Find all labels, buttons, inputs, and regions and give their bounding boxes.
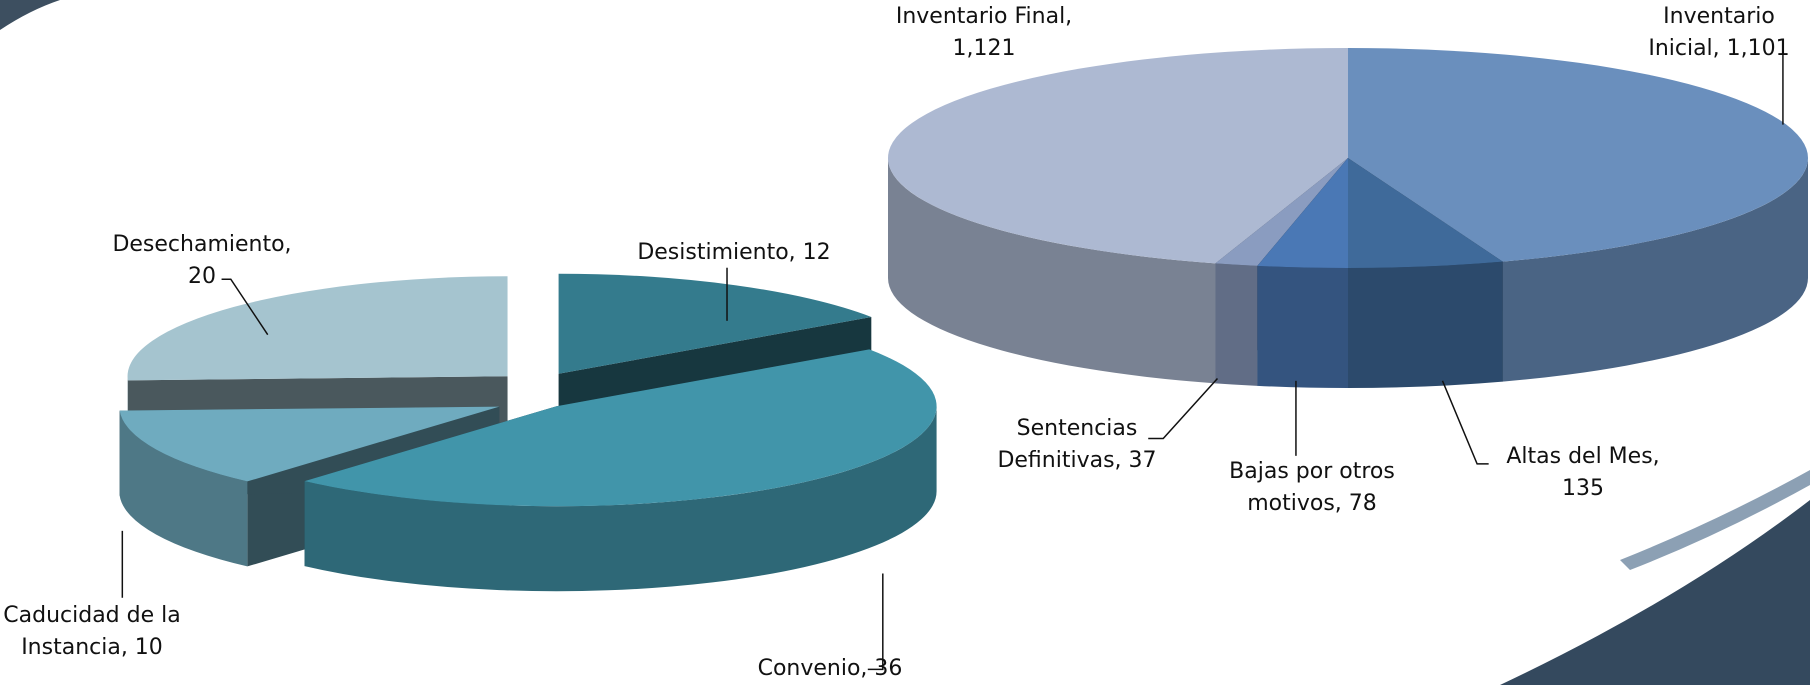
slice-face xyxy=(119,410,248,567)
slice-face xyxy=(1257,158,1348,268)
data-label: Bajas por otros xyxy=(1229,459,1395,484)
leader-line xyxy=(1441,380,1489,465)
data-label: Inventario Final, xyxy=(896,4,1072,29)
data-label: Definitivas, 37 xyxy=(997,448,1156,473)
data-label: Inventario xyxy=(1663,4,1775,29)
slice-face xyxy=(888,48,1348,264)
leader-line xyxy=(1148,378,1219,440)
slice-face xyxy=(304,406,937,592)
pie-slice xyxy=(304,349,937,592)
slice-face xyxy=(1348,48,1808,262)
data-label: Caducidad de la xyxy=(3,603,180,628)
leader-line xyxy=(867,573,884,671)
corner-decoration xyxy=(1500,500,1810,685)
slice-face xyxy=(119,406,500,482)
corner-decoration xyxy=(1620,470,1810,570)
slice-face xyxy=(1502,158,1808,382)
slice-face xyxy=(1215,263,1258,386)
data-label: Convenio, 36 xyxy=(758,656,903,681)
data-label: Instancia, 10 xyxy=(21,635,163,660)
data-label: 1,121 xyxy=(953,36,1016,61)
slice-face xyxy=(1257,265,1348,388)
slice-face xyxy=(558,273,872,374)
data-label: motivos, 78 xyxy=(1247,491,1377,516)
slice-face xyxy=(888,158,1216,384)
corner-decoration xyxy=(0,0,60,30)
data-label: Desechamiento, xyxy=(112,232,291,257)
slice-face xyxy=(304,349,937,507)
data-label: Desistimiento, 12 xyxy=(637,240,830,265)
pie-slice xyxy=(1348,158,1503,388)
slice-face xyxy=(1348,158,1503,268)
slice-face xyxy=(1215,158,1348,266)
data-label: 135 xyxy=(1562,476,1604,501)
pie-slice xyxy=(1257,158,1348,388)
leader-line xyxy=(221,278,269,336)
data-label: 20 xyxy=(188,264,216,289)
data-label: Sentencias xyxy=(1017,416,1138,441)
data-label: Altas del Mes, xyxy=(1506,444,1659,469)
slice-face xyxy=(127,276,508,381)
data-label: Inicial, 1,101 xyxy=(1648,36,1789,61)
slice-face xyxy=(1348,261,1503,388)
